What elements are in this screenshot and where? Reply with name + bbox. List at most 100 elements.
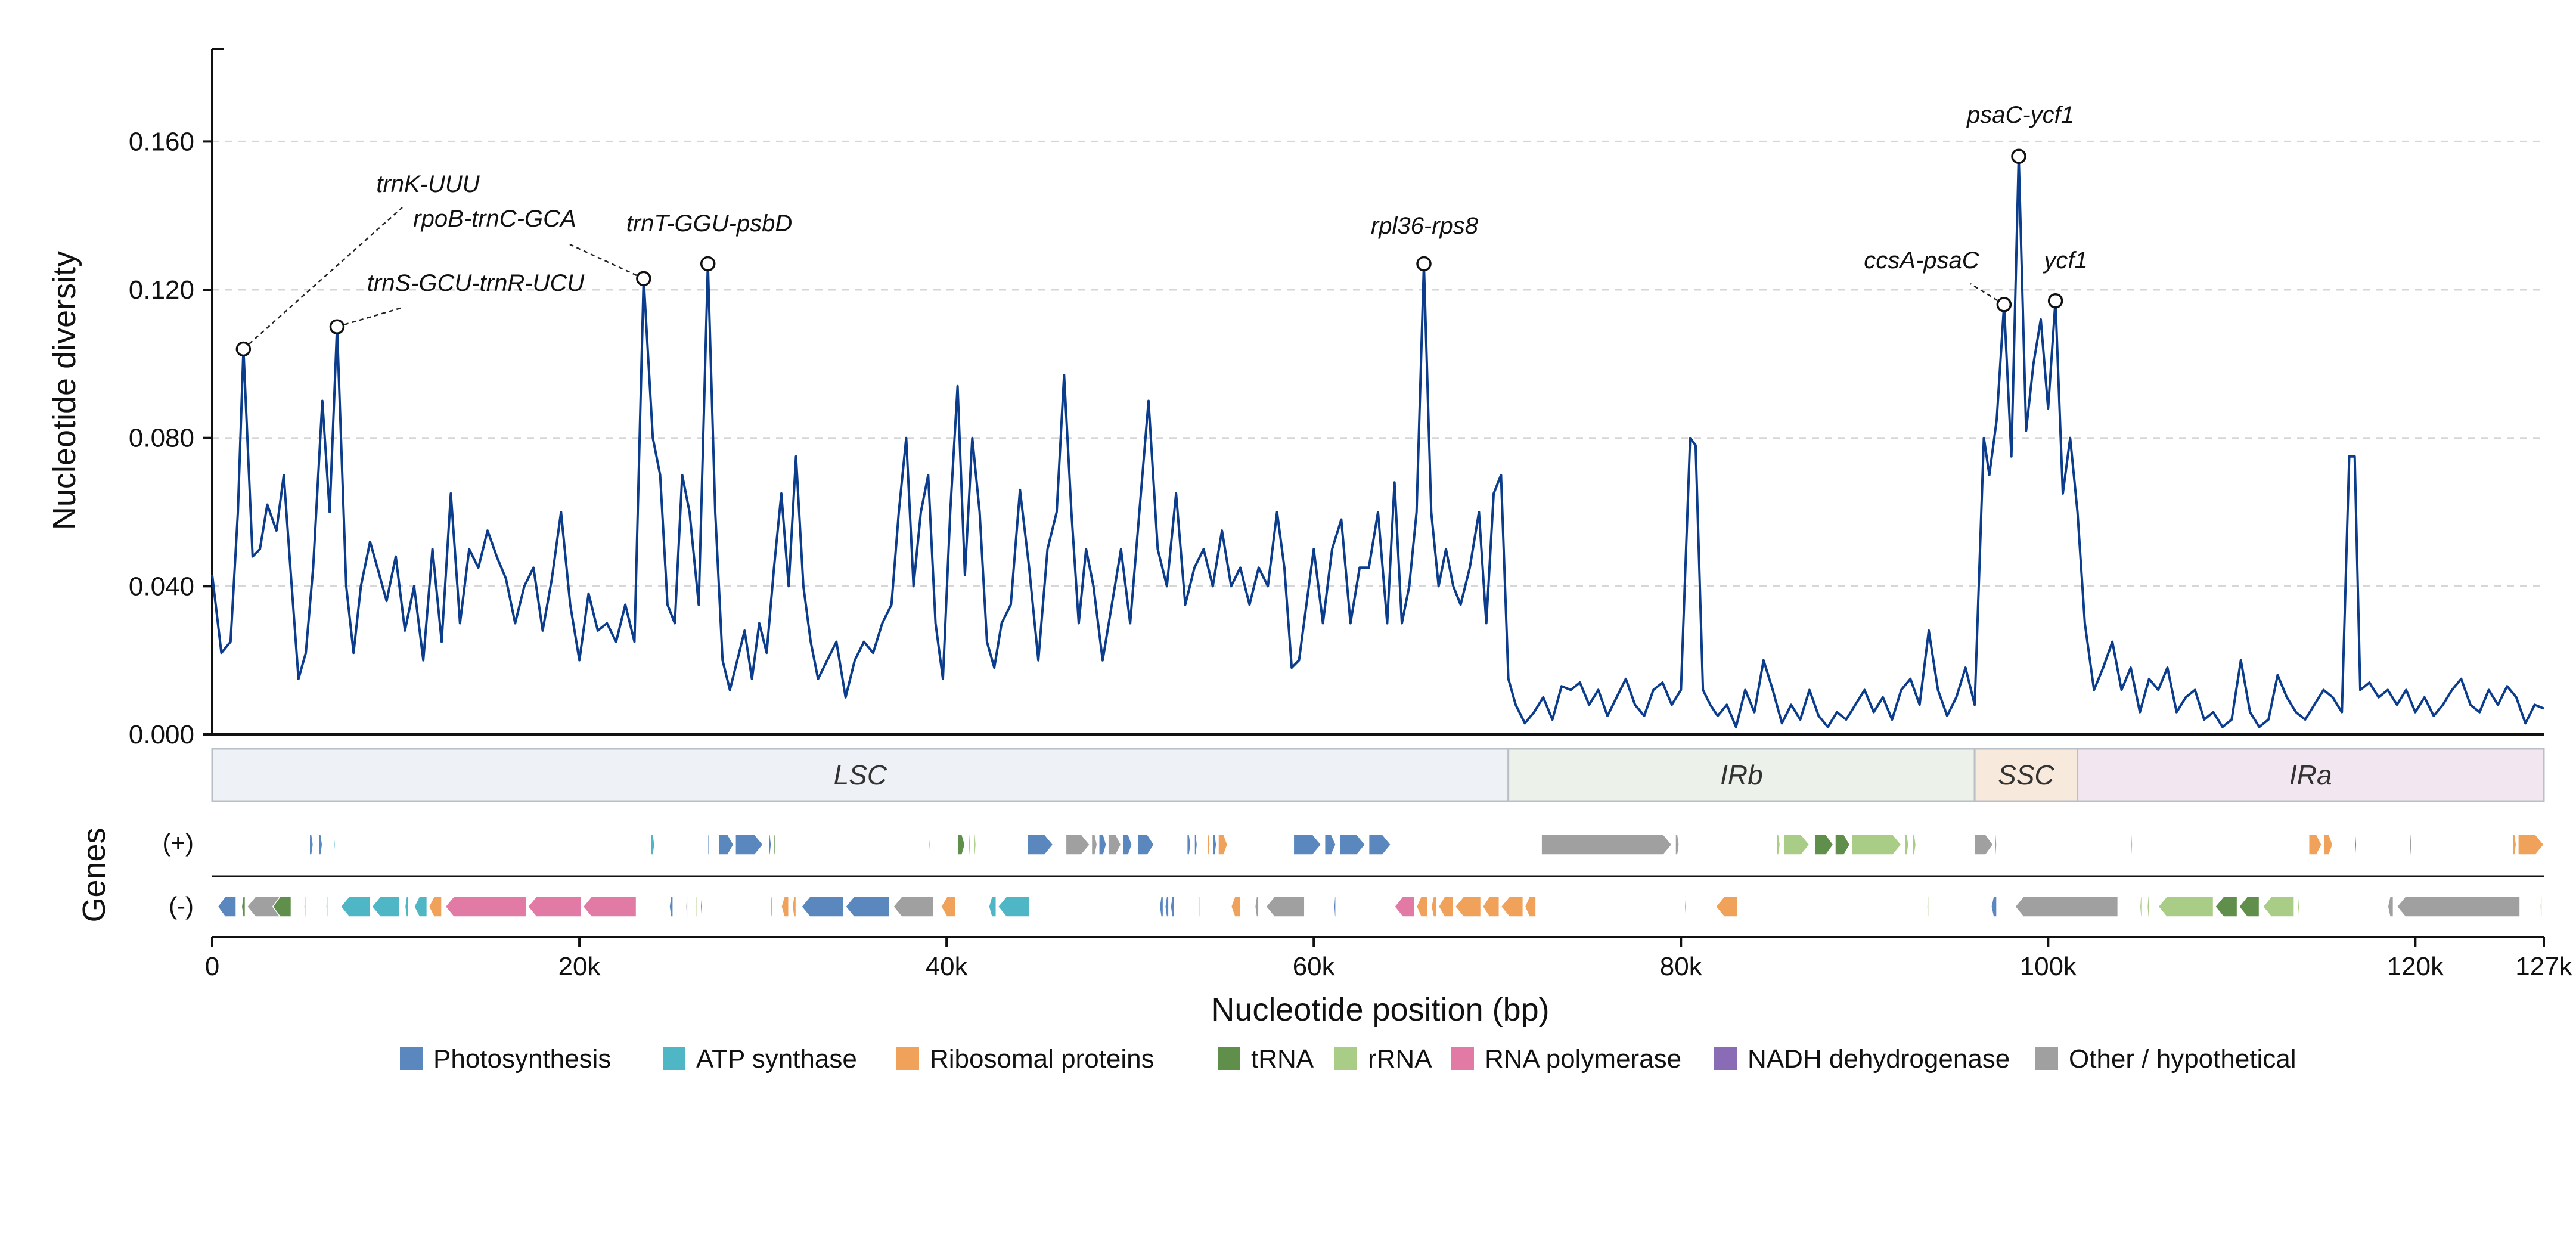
gene-arrow (1206, 834, 1211, 855)
gene-arrow (1026, 834, 1054, 855)
gene-arrow (1293, 834, 1322, 855)
gene-arrow (845, 896, 890, 917)
gene-arrow (1430, 896, 1438, 917)
gene-arrow (769, 896, 773, 917)
region-irb (1507, 748, 1976, 802)
legend-label: tRNA (1251, 1044, 1314, 1074)
gene-arrow (1254, 896, 1259, 917)
gene-arrow (792, 896, 797, 917)
gene-arrow (2409, 834, 2412, 855)
annotation-label: trnK-UUU (376, 171, 480, 197)
annotation-label: psaC-ycf1 (1966, 102, 2074, 128)
legend-swatch (2035, 1047, 2058, 1070)
legend-label: Ribosomal proteins (930, 1044, 1154, 1074)
gene-arrow (1835, 834, 1851, 855)
gene-arrow (1454, 896, 1482, 917)
gene-arrow (2540, 896, 2543, 917)
x-tick-label: 20k (558, 952, 601, 981)
gene-arrow (2396, 896, 2521, 917)
gene-arrow (718, 834, 734, 855)
legend-swatch (1334, 1047, 1357, 1070)
gene-arrow (1098, 834, 1107, 855)
gene-map-track (212, 834, 2544, 917)
gene-arrow (1091, 834, 1098, 855)
gene-arrow (1107, 834, 1122, 855)
legend-label: rRNA (1368, 1044, 1432, 1074)
y-tick-label: 0.000 (129, 720, 194, 749)
gene-arrow (1333, 896, 1336, 917)
region-label: LSC (834, 759, 887, 790)
gene-arrow (2297, 896, 2301, 917)
gene-arrow (973, 834, 977, 855)
legend-label: Other / hypothetical (2069, 1044, 2296, 1074)
gene-arrow (241, 896, 246, 917)
region-label: SSC (1998, 759, 2054, 790)
peak-marker (329, 319, 345, 334)
annotation-leader (337, 306, 403, 328)
annotation-label: trnS-GCU-trnR-UCU (367, 270, 585, 296)
gene-arrow (1230, 896, 1241, 917)
annotation-label: ycf1 (2042, 247, 2087, 274)
gene-arrow (309, 834, 314, 855)
gene-arrow (1065, 834, 1091, 855)
gene-arrow (1904, 834, 1909, 855)
annotation-leader (1970, 283, 2005, 305)
legend-swatch (1218, 1047, 1240, 1070)
y-axis-title: Nucleotide diversity (46, 251, 82, 530)
minus-strand-label: (-) (169, 892, 194, 920)
gene-arrow (1524, 896, 1537, 917)
gene-arrow (927, 834, 931, 855)
gene-arrow (1994, 834, 1997, 855)
plus-strand-label: (+) (163, 829, 194, 857)
gene-arrow (2354, 834, 2357, 855)
legend-swatch (400, 1047, 423, 1070)
peak-marker (1416, 256, 1432, 272)
annotation-label: trnT-GGU-psbD (626, 210, 793, 237)
legend-label: ATP synthase (696, 1044, 857, 1074)
gene-arrow (1541, 834, 1672, 855)
x-tick-label: 100k (2020, 952, 2077, 981)
gene-arrow (1137, 834, 1155, 855)
x-tick-label: 60k (1293, 952, 1336, 981)
peak-marker (636, 271, 651, 287)
gene-arrow (2158, 896, 2214, 917)
peak-marker (235, 341, 252, 357)
genes-track-title: Genes (76, 827, 112, 922)
gene-arrow (1814, 834, 1834, 855)
gene-arrow (2139, 896, 2143, 917)
gene-arrow (1776, 834, 1781, 855)
gene-arrow (968, 834, 971, 855)
gene-arrow (1991, 896, 1997, 917)
diversity-line (211, 155, 2544, 728)
gene-arrow (1164, 896, 1169, 917)
gene-arrow (707, 834, 710, 855)
gene-arrow (371, 896, 400, 917)
gene-arrow (988, 896, 997, 917)
x-tick-label: 40k (926, 952, 969, 981)
gene-arrow (685, 896, 688, 917)
y-tick-label: 0.120 (129, 275, 194, 305)
legend-label: RNA polymerase (1485, 1044, 1681, 1074)
x-tick-label: 80k (1660, 952, 1703, 981)
gene-arrow (800, 896, 845, 917)
region-ira (2077, 748, 2545, 802)
gene-arrow (768, 834, 772, 855)
gene-arrow (303, 896, 306, 917)
diversity-series (211, 155, 2544, 728)
legend-label: NADH dehydrogenase (1748, 1044, 2010, 1074)
legend: Photosynthesis ATP synthase Ribosomal prot… (400, 1044, 2296, 1074)
gene-arrow (340, 896, 371, 917)
y-tick-label: 0.040 (129, 572, 194, 601)
gene-arrow (1416, 896, 1428, 917)
gene-arrow (325, 896, 328, 917)
gene-arrow (1324, 834, 1336, 855)
annotation-label: rpoB-trnC-GCA (413, 206, 576, 232)
gene-arrow (700, 896, 703, 917)
gene-arrow (1265, 896, 1305, 917)
gene-arrow (1218, 834, 1228, 855)
gene-arrow (1851, 834, 1902, 855)
legend-swatch (1714, 1047, 1737, 1070)
gene-arrow (781, 896, 789, 917)
x-tick-label: 120k (2387, 952, 2444, 981)
gene-arrow (694, 896, 697, 917)
